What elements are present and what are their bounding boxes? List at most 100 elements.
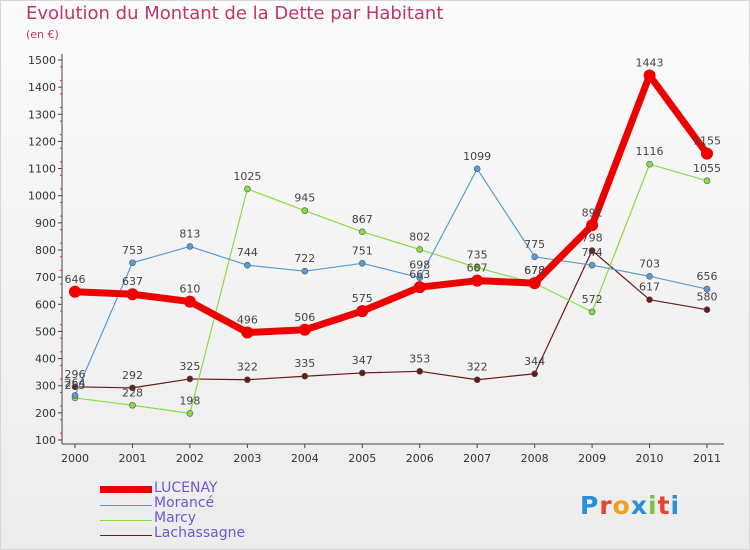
data-label: 798: [582, 232, 603, 245]
series-line-lachassagne: [74, 249, 708, 389]
legend-swatch-morance: [100, 505, 152, 506]
data-point: [528, 277, 541, 290]
data-label: 1055: [693, 162, 721, 175]
data-point: [531, 370, 538, 378]
data-point: [129, 401, 136, 409]
series-line-lucenay: [74, 71, 710, 337]
data-label: 687: [467, 262, 488, 275]
series-line-marcy: [74, 163, 708, 414]
legend-swatch-marcy: [100, 520, 152, 521]
y-tick-label: 300: [35, 380, 56, 393]
data-label: 255: [65, 379, 86, 392]
legend-swatch-lachassagne: [100, 535, 152, 536]
logo-letter: r: [599, 491, 613, 520]
x-tick-label: 2011: [693, 452, 721, 465]
y-tick-label: 200: [35, 407, 56, 420]
logo-letter: x: [630, 491, 648, 520]
logo-letter: i: [670, 491, 681, 520]
data-label: 264: [65, 376, 86, 389]
data-point: [358, 259, 366, 267]
data-label: 296: [65, 368, 86, 381]
data-label: 353: [409, 352, 430, 365]
data-label: 575: [352, 292, 373, 305]
y-tick-label: 1200: [28, 135, 56, 148]
y-tick-label: 700: [35, 271, 56, 284]
data-point: [413, 281, 426, 294]
data-label: 1116: [636, 145, 664, 158]
data-point: [646, 160, 653, 168]
data-label: 496: [237, 314, 258, 327]
data-label: 1443: [636, 56, 664, 69]
data-label: 891: [582, 206, 603, 219]
data-point: [356, 305, 369, 318]
data-label: 610: [179, 283, 200, 296]
data-point: [703, 306, 711, 314]
data-label: 744: [237, 246, 258, 259]
y-tick-label: 100: [35, 434, 56, 447]
data-point: [244, 185, 251, 193]
data-point: [301, 372, 309, 380]
data-label: 867: [352, 213, 373, 226]
data-label: 325: [179, 360, 200, 373]
data-point: [301, 267, 309, 275]
data-point: [588, 308, 596, 316]
x-tick-label: 2005: [348, 452, 376, 465]
data-point: [586, 219, 599, 232]
data-label: 656: [697, 270, 718, 283]
data-point: [471, 274, 484, 287]
data-label: 945: [294, 192, 315, 205]
data-label: 735: [467, 249, 488, 262]
data-point: [473, 376, 481, 384]
logo-letter: o: [612, 491, 631, 520]
chart-subtitle: (en €): [26, 28, 59, 41]
data-label: 1155: [693, 135, 721, 148]
data-point: [416, 368, 424, 375]
y-tick-label: 900: [35, 217, 56, 230]
data-point: [701, 147, 713, 160]
y-tick-label: 500: [35, 325, 56, 338]
data-label: 703: [639, 257, 660, 270]
data-label: 1099: [463, 150, 491, 163]
data-point: [186, 243, 194, 250]
x-tick-label: 2004: [291, 452, 319, 465]
x-tick-label: 2008: [521, 452, 549, 465]
data-label: 1025: [233, 170, 261, 183]
data-label: 663: [409, 268, 430, 281]
data-point: [129, 384, 136, 392]
data-point: [241, 326, 254, 339]
data-label: 753: [122, 244, 143, 257]
data-point: [358, 369, 366, 377]
x-tick-label: 2000: [61, 452, 89, 465]
legend-label-lucenay: LUCENAY: [154, 480, 218, 496]
x-tick-label: 2001: [118, 452, 146, 465]
data-point: [183, 295, 196, 308]
legend-label-morance: Morancé: [154, 495, 215, 511]
data-point: [186, 375, 194, 383]
series-line-morancé: [74, 168, 708, 396]
data-label: 344: [524, 355, 545, 368]
legend-label-lachassagne: Lachassagne: [154, 525, 246, 541]
data-point: [416, 246, 424, 253]
logo-letter: i: [648, 491, 658, 520]
data-label: 506: [294, 311, 315, 324]
data-label: 751: [352, 244, 373, 257]
data-label: 335: [294, 357, 315, 370]
data-label: 802: [409, 230, 430, 243]
data-point: [244, 261, 251, 269]
legend-label-marcy: Marcy: [154, 510, 197, 526]
data-point: [703, 285, 711, 293]
data-label: 698: [409, 259, 430, 272]
data-point: [126, 288, 139, 301]
data-point: [703, 177, 711, 185]
data-label: 722: [294, 252, 315, 265]
data-point: [473, 264, 481, 271]
data-label: 292: [122, 369, 143, 382]
data-label: 744: [582, 246, 603, 259]
data-point: [588, 247, 596, 254]
data-label: 228: [122, 386, 143, 399]
data-label: 572: [582, 293, 603, 306]
x-tick-label: 2007: [463, 452, 491, 465]
data-point: [244, 376, 251, 384]
legend-swatch-lucenay: [100, 486, 152, 493]
